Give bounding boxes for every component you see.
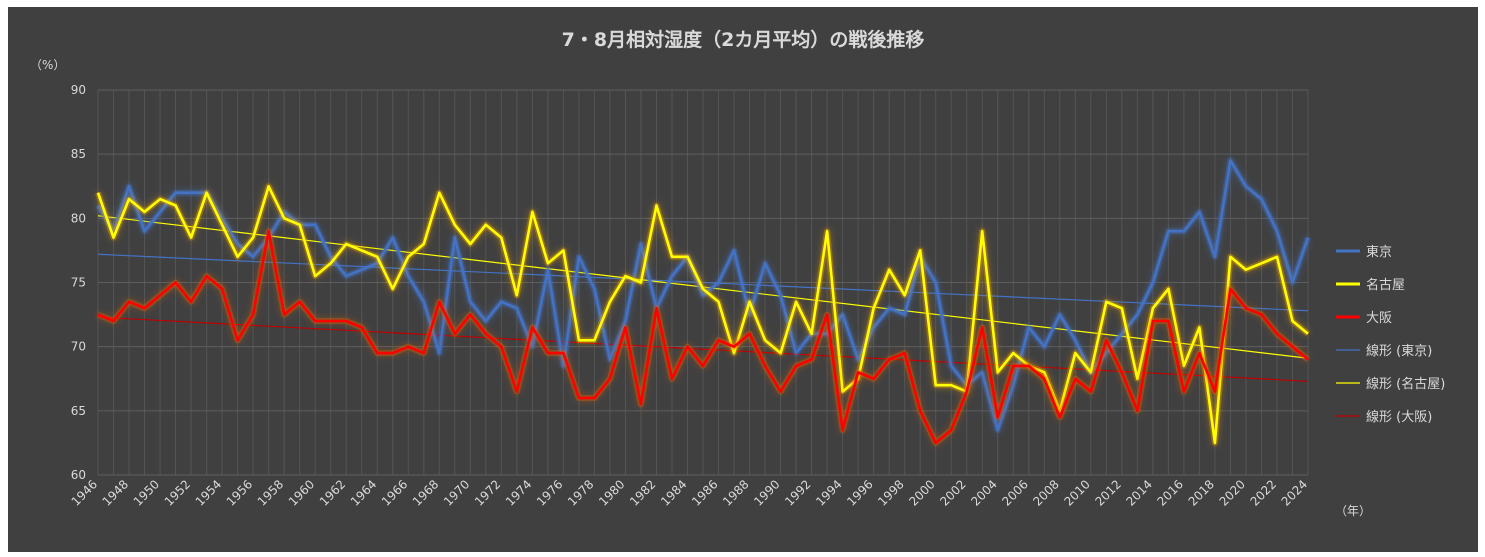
x-tick-label: 1978 [565,477,596,508]
x-tick-label: 2006 [999,477,1030,508]
chart-area: 7・8月相対湿度（2カ月平均）の戦後推移 （%） （年） 60 65 70 75 80 8… [8,7,1478,552]
x-tick-label: 1956 [224,477,255,508]
y-axis-label: （%） [30,58,65,72]
x-tick-label: 1990 [751,477,782,508]
x-tick-label: 2000 [906,477,937,508]
x-tick-label: 2004 [968,477,999,508]
legend-entry: 線形 (大阪) [1366,409,1432,425]
trendline [97,316,1309,382]
x-tick-label: 2020 [1217,477,1248,508]
chart-svg: 7・8月相対湿度（2カ月平均）の戦後推移 （%） （年） 60 65 70 75 80 8… [30,28,1445,518]
x-tick-label: 1994 [813,477,844,508]
x-tick-label: 2016 [1155,477,1186,508]
x-tick-label: 2018 [1186,477,1217,508]
y-tick-label: 70 [71,340,86,354]
chart-title: 7・8月相対湿度（2カ月平均）の戦後推移 [562,28,925,51]
x-tick-label: 1988 [720,477,751,508]
x-tick-label: 2010 [1061,477,1092,508]
x-tick-label: 2014 [1123,477,1154,508]
x-tick-label: 1992 [782,477,813,508]
series-line [97,229,1309,445]
y-tick-label: 75 [71,276,86,290]
legend-entry: 線形 (東京) [1366,343,1432,359]
x-tick-label: 1952 [162,477,193,508]
x-tick-label: 1966 [379,477,410,508]
x-tick-label: 2022 [1248,477,1279,508]
x-tick-label: 1984 [658,477,689,508]
x-tick-label: 1964 [348,477,379,508]
x-tick-label: 2008 [1030,477,1061,508]
x-tick-label: 1954 [193,477,224,508]
x-tick-label: 1972 [472,477,503,508]
x-tick-label: 1948 [100,477,131,508]
x-tick-label: 2002 [937,477,968,508]
x-tick-label: 1958 [255,477,286,508]
x-tick-label: 1974 [503,477,534,508]
series-line [96,185,1309,445]
x-tick-label: 2024 [1279,477,1310,508]
x-tick-label: 1970 [441,477,472,508]
x-tick-label: 1960 [286,477,317,508]
y-tick-label: 80 [71,211,86,225]
legend-entry: 線形 (名古屋) [1366,376,1445,392]
x-tick-label: 2012 [1092,477,1123,508]
x-tick-label: 1982 [627,477,658,508]
y-tick-label: 65 [71,404,86,418]
x-tick-label: 1986 [689,477,720,508]
x-tick-label: 1980 [596,477,627,508]
y-tick-label: 85 [71,147,86,161]
x-axis-label: （年） [1335,504,1371,518]
legend-entry: 東京 [1366,244,1392,260]
x-tick-label: 1976 [534,477,565,508]
y-tick-label: 90 [71,83,86,97]
x-tick-label: 1998 [875,477,906,508]
legend-entry: 大阪 [1366,311,1392,326]
legend-entry: 名古屋 [1366,277,1405,293]
x-tick-label: 1950 [131,477,162,508]
x-tick-label: 1962 [317,477,348,508]
y-tick-label: 60 [71,468,86,482]
x-tick-label: 1996 [844,477,875,508]
x-tick-label: 1968 [410,477,441,508]
